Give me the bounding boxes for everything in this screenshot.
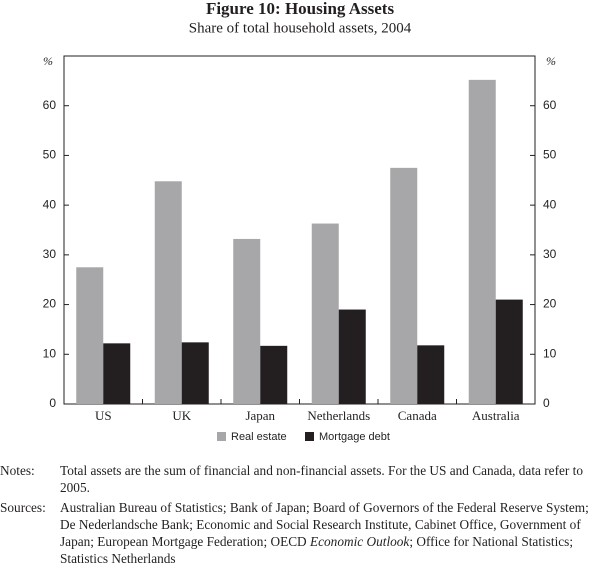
legend-label: Mortgage debt — [319, 431, 390, 443]
notes-label: Notes: — [0, 463, 35, 478]
bar — [154, 181, 182, 404]
bar — [260, 345, 288, 404]
bar — [233, 238, 261, 404]
y-tick-label: 20 — [43, 297, 57, 311]
y2-tick-label: 0 — [543, 396, 550, 410]
y2-tick-label: 50 — [543, 148, 557, 162]
sources: Sources: Australian Bureau of Statistics… — [0, 499, 600, 567]
y2-tick-label: 30 — [543, 247, 557, 261]
bar — [495, 299, 523, 404]
bar — [417, 345, 445, 404]
x-tick-label: Netherlands — [307, 408, 370, 423]
y2-tick-label: 40 — [543, 197, 557, 211]
sources-part: Australian Bureau of Statistics; Bank of… — [60, 500, 589, 549]
x-tick-label: UK — [172, 408, 191, 423]
y2-unit: % — [546, 54, 556, 68]
bar — [338, 309, 366, 404]
bar — [468, 79, 496, 404]
x-tick-label: Canada — [398, 408, 437, 423]
sources-label: Sources: — [0, 500, 46, 515]
notes-text: Total assets are the sum of financial an… — [60, 463, 584, 495]
x-tick-label: US — [95, 408, 112, 423]
notes: Notes: Total assets are the sum of finan… — [0, 462, 600, 496]
y-tick-label: 0 — [49, 396, 56, 410]
y-tick-label: 10 — [43, 346, 57, 360]
sources-part: ; Office for National Statistics; Statis… — [60, 534, 574, 566]
chart-subtitle: Share of total household assets, 2004 — [189, 20, 412, 36]
chart-title: Figure 10: Housing Assets — [206, 0, 395, 18]
y-tick-label: 30 — [43, 247, 57, 261]
y-tick-label: 50 — [43, 148, 57, 162]
legend-swatch — [305, 432, 314, 441]
y2-tick-label: 60 — [543, 98, 557, 112]
sources-italic: Economic Outlook — [310, 534, 410, 549]
y-tick-label: 60 — [43, 98, 57, 112]
bar — [76, 267, 104, 404]
plot-frame — [63, 55, 536, 405]
legend-swatch — [217, 432, 226, 441]
y2-tick-label: 20 — [543, 297, 557, 311]
chart: Figure 10: Housing Assets Share of total… — [43, 0, 557, 443]
sources-text: Australian Bureau of Statistics; Bank of… — [60, 499, 600, 567]
y-tick-label: 40 — [43, 197, 57, 211]
bar — [103, 343, 131, 404]
y-unit: % — [43, 54, 53, 68]
bar — [181, 342, 209, 404]
bar — [390, 167, 418, 404]
legend-label: Real estate — [231, 431, 287, 443]
x-tick-label: Japan — [245, 408, 275, 423]
y2-tick-label: 10 — [543, 346, 557, 360]
x-tick-label: Australia — [472, 408, 520, 423]
bar — [311, 223, 339, 404]
